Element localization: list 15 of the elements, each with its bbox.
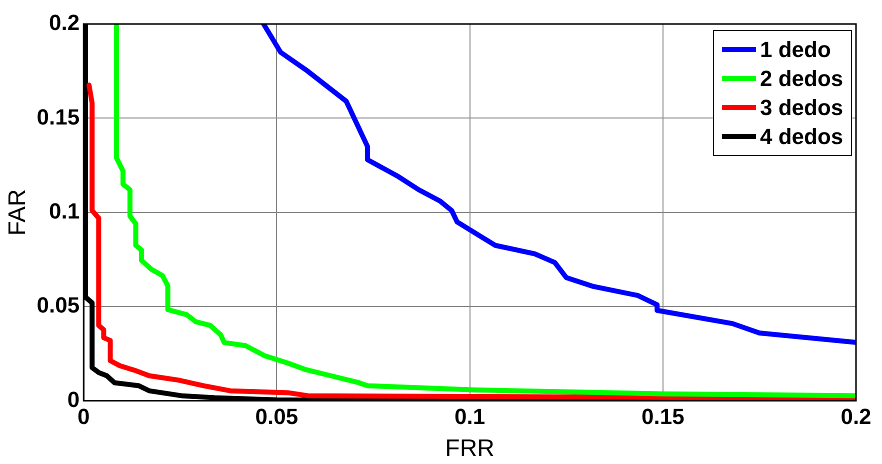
x-tick-label: 0.15 — [641, 404, 684, 430]
x-tick-label: 0.05 — [255, 404, 298, 430]
legend-label: 2 dedos — [760, 65, 844, 93]
y-tick-label: 0.1 — [49, 198, 80, 224]
legend-label: 3 dedos — [760, 94, 844, 122]
x-tick-label: 0.2 — [840, 404, 872, 430]
legend-label: 1 dedo — [760, 36, 831, 64]
y-tick-label: 0.15 — [36, 104, 80, 130]
y-tick-label: 0 — [67, 386, 80, 412]
x-axis-title: FRR — [445, 435, 494, 462]
legend-label: 4 dedos — [760, 123, 844, 151]
y-tick-label: 0.2 — [49, 10, 80, 36]
x-tick-label: 0.1 — [454, 404, 486, 430]
y-tick-label: 0.05 — [36, 292, 80, 318]
y-axis-title: FAR — [4, 189, 32, 236]
